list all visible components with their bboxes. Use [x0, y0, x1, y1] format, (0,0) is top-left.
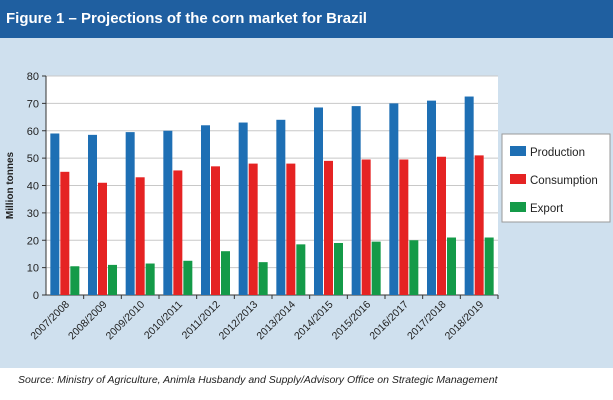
bar-consumption: [173, 170, 183, 295]
bar-consumption: [248, 163, 258, 295]
x-tick-label: 2009/2010: [104, 299, 148, 343]
x-tick-label: 2008/2009: [66, 299, 110, 343]
y-tick-label: 60: [27, 126, 39, 138]
bar-production: [163, 130, 173, 295]
bar-production: [314, 107, 323, 295]
y-tick-label: 40: [27, 181, 39, 193]
x-tick-label: 2013/2014: [254, 299, 298, 343]
y-axis-title: Million tonnes: [5, 151, 16, 219]
bar-consumption: [98, 182, 107, 295]
bar-production: [276, 119, 286, 295]
y-tick-label: 30: [27, 208, 39, 220]
bar-production: [50, 133, 60, 295]
legend-label: Export: [530, 203, 564, 215]
legend-label: Production: [530, 147, 585, 159]
bar-consumption: [60, 171, 70, 295]
y-tick-label: 10: [27, 263, 39, 275]
bar-production: [88, 134, 97, 295]
x-tick-label: 2017/2018: [405, 299, 449, 343]
bar-export: [221, 251, 230, 295]
bar-export: [70, 266, 80, 295]
figure-title: Figure 1 – Projections of the corn marke…: [6, 10, 367, 27]
bar-export: [447, 237, 456, 295]
bar-production: [351, 106, 361, 295]
bar-production: [201, 125, 210, 296]
bar-consumption: [211, 166, 220, 295]
bar-production: [238, 122, 248, 295]
legend-swatch: [510, 146, 526, 156]
bar-export: [145, 263, 155, 295]
x-tick-label: 2014/2015: [292, 299, 336, 343]
bar-consumption: [399, 159, 409, 295]
y-tick-label: 0: [33, 290, 39, 302]
legend-swatch: [510, 174, 526, 184]
bar-production: [464, 96, 474, 295]
bar-consumption: [135, 177, 145, 295]
x-tick-label: 2007/2008: [28, 299, 72, 343]
bar-consumption: [286, 163, 296, 295]
bar-consumption: [474, 155, 484, 295]
bar-export: [183, 260, 193, 295]
x-tick-label: 2012/2013: [217, 299, 261, 343]
bar-production: [125, 132, 135, 295]
bar-export: [484, 237, 494, 295]
bar-consumption: [361, 159, 371, 295]
bar-export: [296, 244, 306, 295]
bar-export: [108, 264, 117, 295]
bar-production: [427, 100, 436, 295]
x-tick-label: 2010/2011: [142, 299, 185, 342]
bar-chart: 0 10 20 30 40 50 60 70 80 Million tonnes 2007/2008…: [5, 71, 611, 343]
y-tick-label: 20: [27, 235, 39, 247]
bar-consumption: [437, 156, 446, 295]
bar-export: [371, 241, 381, 295]
y-tick-label: 70: [27, 98, 39, 110]
figure-title-bar: Figure 1 – Projections of the corn marke…: [0, 0, 613, 38]
x-tick-label: 2015/2016: [330, 299, 374, 343]
x-tick-label: 2016/2017: [367, 299, 411, 343]
y-tick-label: 80: [27, 71, 39, 83]
x-tick-label: 2018/2019: [443, 299, 487, 343]
bar-consumption: [324, 160, 333, 295]
y-tick-label: 50: [27, 153, 39, 165]
bar-export: [409, 240, 419, 295]
bar-export: [258, 262, 268, 295]
legend-swatch: [510, 202, 526, 212]
x-tick-label: 2011/2012: [180, 299, 223, 342]
bar-production: [389, 103, 399, 295]
source-note: Source: Ministry of Agriculture, Animla …: [18, 374, 498, 386]
legend-label: Consumption: [530, 175, 598, 187]
bar-export: [334, 242, 343, 295]
